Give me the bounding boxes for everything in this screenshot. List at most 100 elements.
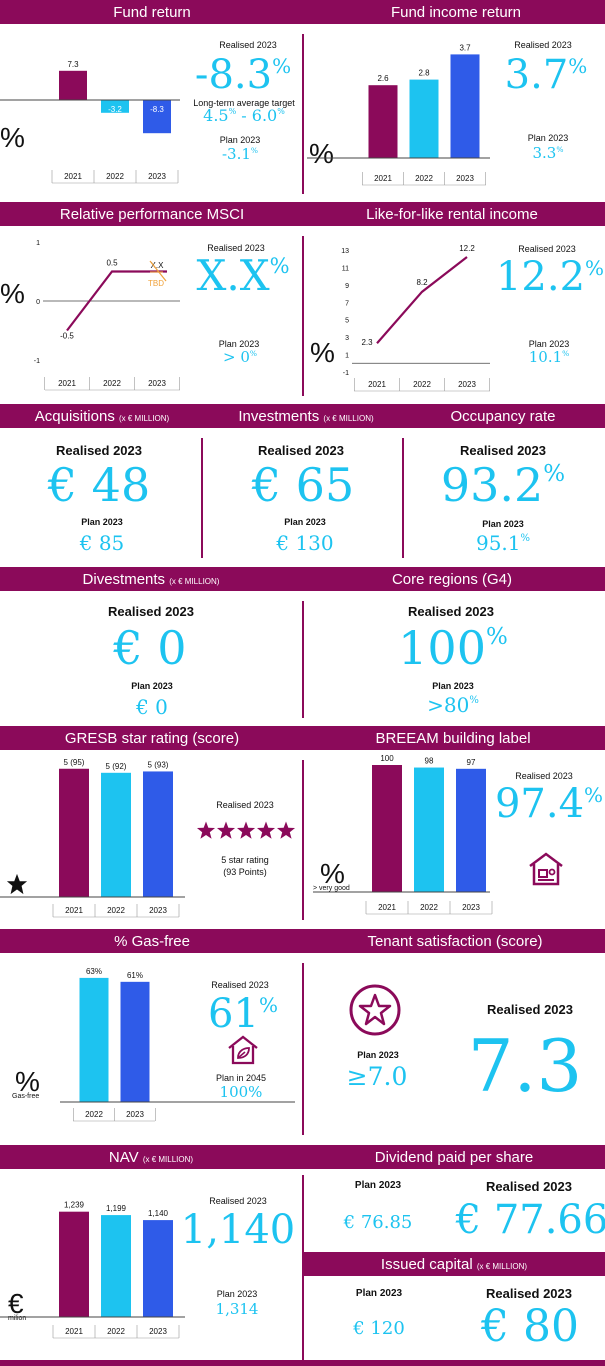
dividend-realised-value: € 77.66 (455, 1197, 605, 1243)
data-label: 1,199 (106, 1204, 127, 1213)
data-label: 8.2 (416, 278, 428, 287)
star-icon (236, 821, 256, 839)
lfl-realised-value: 12.2% (495, 254, 605, 300)
msci-plan-label: Plan 2023 (218, 339, 260, 349)
tick-label: 2021 (378, 903, 396, 912)
investments-plan-value: € 130 (276, 531, 334, 555)
divestments-plan-label: Plan 2023 (131, 681, 173, 691)
msci-realised-value: X.X% (196, 251, 290, 300)
tick-label: 2021 (65, 906, 83, 915)
house-icon (529, 852, 563, 886)
fund-return-unit: % (0, 122, 25, 153)
tick-label: 2022 (415, 174, 433, 183)
msci-realised-label: Realised 2023 (207, 243, 265, 253)
core-regions-plan-value: >80% (427, 693, 479, 717)
divestments-realised-value: € 0 (113, 621, 187, 675)
data-label: 12.2 (459, 244, 475, 253)
gas-free-title: % Gas-free (114, 933, 190, 950)
fund-income-plan-label: Plan 2023 (527, 133, 569, 143)
fund-income-chart: 2.6 2021 2.8 2022 3.7 2023 (307, 43, 490, 186)
acquisitions-plan-label: Plan 2023 (81, 517, 123, 527)
data-label: 1,140 (148, 1209, 169, 1218)
tick-label: 2023 (458, 380, 476, 389)
star-badge-icon (349, 984, 401, 1036)
data-label: 2.3 (361, 338, 373, 347)
investments-title: Investments (x € MILLION) (238, 408, 374, 425)
tick-label: -1 (343, 370, 349, 377)
gas-free-unit-sub: Gas-free (12, 1093, 40, 1100)
issued-title: Issued capital (x € MILLION) (380, 1256, 528, 1273)
data-label: -8.3 (150, 105, 164, 114)
star-icon (196, 821, 216, 839)
breeam-title: BREEAM building label (375, 730, 531, 747)
lfl-realised-label: Realised 2023 (518, 244, 576, 254)
fund-return-target-value: 4.5% - 6.0% (203, 106, 285, 125)
tick-label: 1 (36, 240, 40, 247)
nav-chart: 1,239 2021 1,199 2022 1,140 2023 (0, 1201, 185, 1339)
bar (79, 977, 109, 1102)
tick-label: -1 (34, 358, 40, 365)
series-line (376, 256, 468, 344)
lfl-title: Like-for-like rental income (366, 206, 538, 223)
footer-band (0, 1360, 605, 1366)
tbd-label: TBD (148, 279, 164, 288)
data-label: 98 (425, 757, 434, 766)
data-label: -0.5 (60, 332, 74, 341)
data-label: -3.2 (108, 105, 122, 114)
gresb-points-text: (93 Points) (223, 867, 267, 877)
tick-label: 2022 (103, 379, 121, 388)
gresb-realised-label: Realised 2023 (216, 800, 274, 810)
occupancy-plan-value: 95.1% (475, 531, 531, 555)
tick-label: 2023 (148, 379, 166, 388)
gas-free-plan-label: Plan in 2045 (215, 1073, 267, 1083)
breeam-realised-value: 97.4% (494, 781, 604, 827)
divider (302, 601, 304, 718)
tick-label: 11 (342, 265, 349, 272)
divider (302, 963, 304, 1135)
dividend-plan-value: € 76.85 (343, 1212, 413, 1233)
data-label: 5 (93) (148, 760, 169, 769)
core-regions-realised-value: 100% (398, 621, 508, 675)
bar (368, 85, 398, 158)
investments-realised-label: Realised 2023 (257, 443, 345, 458)
tick-label: 5 (345, 318, 349, 325)
tick-label: 2022 (413, 380, 431, 389)
acquisitions-realised-label: Realised 2023 (55, 443, 143, 458)
gas-free-chart: 63% 2022 61% 2023 (60, 967, 295, 1122)
divider (302, 760, 304, 920)
dividend-title: Dividend paid per share (374, 1149, 534, 1166)
data-label: 1,239 (64, 1201, 85, 1210)
investments-realised-value: € 65 (251, 458, 355, 512)
tenant-plan-label: Plan 2023 (357, 1050, 399, 1060)
occupancy-title: Occupancy rate (450, 408, 556, 425)
breeam-chart: 100 2021 98 2022 97 2023 (313, 754, 493, 915)
header-band-6b (303, 929, 605, 953)
fund-return-title: Fund return (113, 4, 191, 21)
fund-return-plan-label: Plan 2023 (219, 135, 261, 145)
tick-label: 2023 (462, 903, 480, 912)
bar (120, 981, 150, 1102)
tick-label: 9 (345, 283, 349, 290)
xx-label: X.X (151, 261, 165, 270)
breeam-unit: % (320, 858, 345, 889)
data-label: 97 (467, 758, 476, 767)
gresb-rating-text: 5 star rating (221, 855, 269, 865)
tick-label: 2023 (149, 906, 167, 915)
divider (302, 34, 304, 194)
fund-income-return-title: Fund income return (390, 4, 522, 21)
fund-income-realised-label: Realised 2023 (514, 40, 572, 50)
bar (456, 768, 486, 892)
acquisitions-realised-value: € 48 (47, 458, 151, 512)
data-label: 0.5 (106, 259, 118, 268)
tick-label: 3 (345, 335, 349, 342)
fund-return-chart: 7.3 2021 -3.2 2022 -8.3 2023 (0, 60, 180, 184)
core-regions-realised-label: Realised 2023 (407, 604, 495, 619)
bar (59, 768, 89, 897)
fund-income-plan-value: 3.3% (532, 144, 564, 162)
star-icon (256, 821, 276, 839)
tick-label: 2021 (64, 172, 82, 181)
issued-realised-value: € 80 (481, 1301, 579, 1352)
fund-return-realised-value: -8.3% (194, 52, 292, 98)
bar (59, 70, 87, 100)
divider (201, 438, 203, 558)
